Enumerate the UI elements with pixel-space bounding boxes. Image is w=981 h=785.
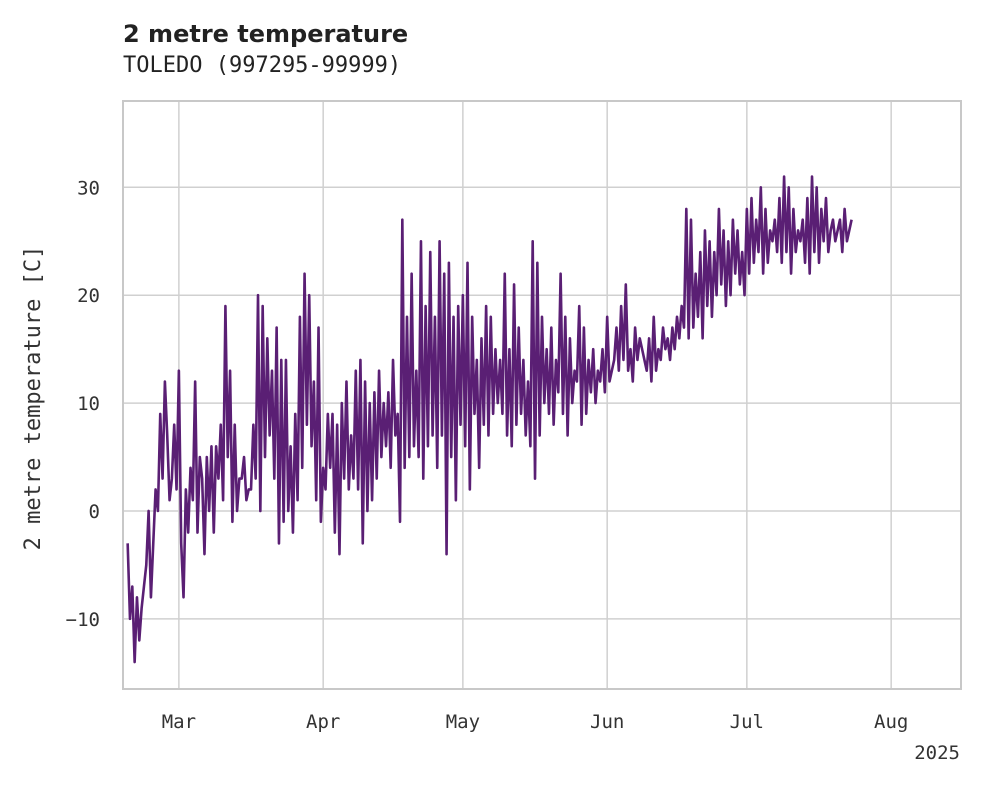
- chart-title: 2 metre temperature: [123, 20, 408, 48]
- x-tick-label: Jul: [730, 711, 764, 733]
- plot-frame: [122, 100, 962, 690]
- gridlines: [123, 101, 961, 689]
- year-label: 2025: [914, 742, 960, 764]
- y-tick-label: 0: [89, 501, 100, 523]
- x-tick-label: Aug: [874, 711, 908, 733]
- x-tick-label: Apr: [306, 711, 340, 733]
- x-tick-labels: Mar Apr May Jun Jul Aug: [162, 711, 909, 733]
- x-tick-label: Mar: [162, 711, 196, 733]
- x-tick-label: Jun: [590, 711, 624, 733]
- x-tick-label: May: [446, 711, 480, 733]
- chart-subtitle: TOLEDO (997295-99999): [123, 53, 401, 78]
- y-axis-label: 2 metre temperature [C]: [21, 246, 46, 551]
- y-tick-label: 10: [77, 393, 100, 415]
- y-tick-labels: −10 0 10 20 30: [66, 177, 100, 631]
- y-tick-label: −10: [66, 609, 100, 631]
- y-tick-label: 20: [77, 285, 100, 307]
- temperature-series-line: [126, 175, 853, 664]
- y-tick-label: 30: [77, 177, 100, 199]
